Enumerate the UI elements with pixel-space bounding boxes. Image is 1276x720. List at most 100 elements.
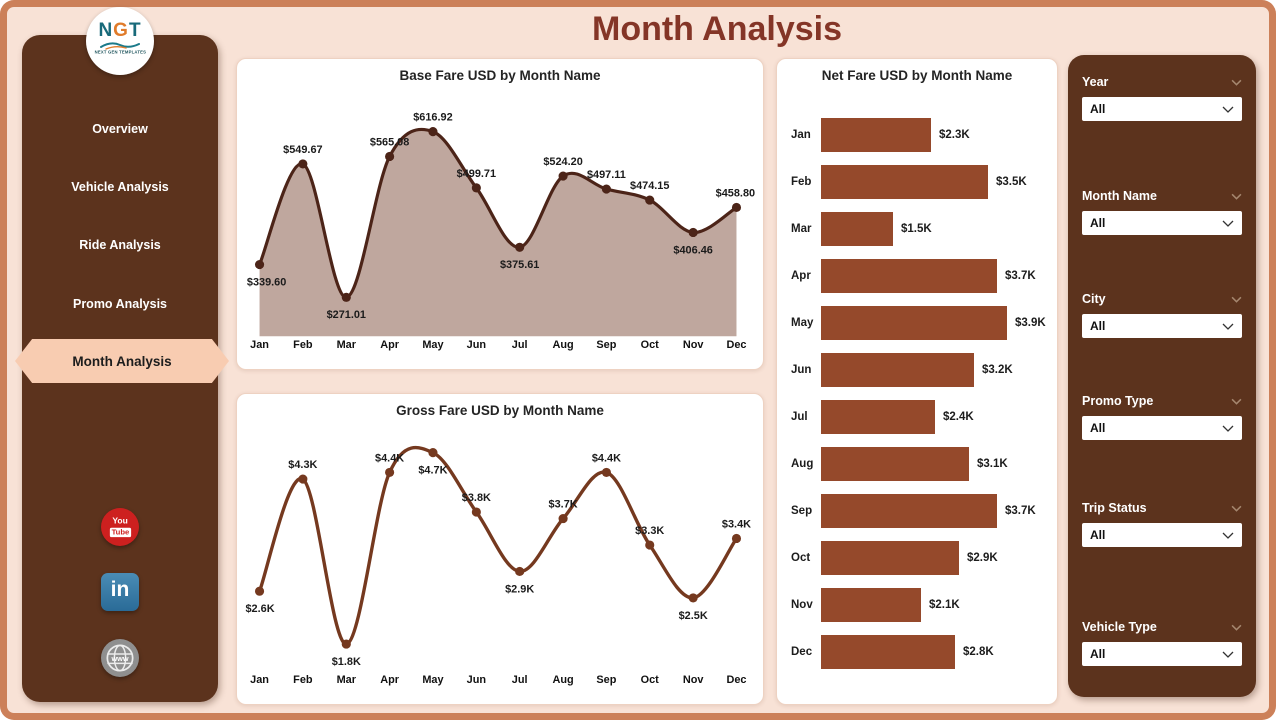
sidebar-item-month-analysis[interactable]: Month Analysis <box>15 339 229 383</box>
filter-promo-type-value: All <box>1090 421 1106 435</box>
bar[interactable] <box>821 212 893 246</box>
bar[interactable] <box>821 165 988 199</box>
linkedin-icon[interactable]: in <box>101 573 139 611</box>
sidebar-item-vehicle-analysis[interactable]: Vehicle Analysis <box>71 180 169 194</box>
data-point[interactable] <box>254 586 265 596</box>
axis-label: Jun <box>467 339 486 351</box>
chevron-down-icon <box>1222 106 1234 113</box>
bar-row: Jan $2.3K <box>791 118 1049 152</box>
data-point[interactable] <box>731 202 742 213</box>
value-label: $3.2K <box>982 364 1013 376</box>
value-label: $2.9K <box>967 552 998 564</box>
data-point[interactable] <box>601 467 611 477</box>
value-label: $1.5K <box>901 223 932 235</box>
data-point[interactable] <box>471 507 481 517</box>
chevron-down-icon[interactable] <box>1231 296 1242 303</box>
axis-label: Dec <box>726 339 746 351</box>
filter-vehicle-type: Vehicle Type All <box>1082 620 1242 666</box>
youtube-icon[interactable]: You Tube <box>101 508 139 546</box>
bar[interactable] <box>821 306 1007 340</box>
logo-letter: N <box>98 20 114 41</box>
data-point[interactable] <box>558 514 568 524</box>
data-point[interactable] <box>298 474 308 484</box>
bar-row: Dec $2.8K <box>791 635 1049 669</box>
data-point[interactable] <box>385 467 395 477</box>
filter-month-name-select[interactable]: All <box>1082 211 1242 235</box>
filter-city-label: City <box>1082 292 1106 306</box>
axis-label: Mar <box>337 339 357 351</box>
axis-label: Jul <box>512 674 528 686</box>
bar[interactable] <box>821 118 931 152</box>
sidebar-item-promo-analysis[interactable]: Promo Analysis <box>72 297 167 311</box>
linkedin-icon-text: in <box>110 578 130 601</box>
chevron-down-icon[interactable] <box>1231 624 1242 631</box>
data-point[interactable] <box>558 171 568 181</box>
value-label: $375.61 <box>500 259 539 271</box>
axis-label: Feb <box>293 339 313 351</box>
svg-text:www: www <box>110 654 128 663</box>
chevron-down-icon[interactable] <box>1231 79 1242 86</box>
data-point[interactable] <box>731 533 742 544</box>
value-label: $2.4K <box>943 411 974 423</box>
youtube-icon-text: You <box>112 516 128 526</box>
chevron-down-icon[interactable] <box>1231 193 1242 200</box>
filter-trip-status-value: All <box>1090 528 1106 542</box>
bar-row: Aug $3.1K <box>791 447 1049 481</box>
axis-label: Mar <box>791 223 812 235</box>
logo-letter: T <box>128 20 142 41</box>
axis-label: Jan <box>250 339 269 351</box>
filter-year-select[interactable]: All <box>1082 97 1242 121</box>
bar-row: Apr $3.7K <box>791 259 1049 293</box>
value-label: $549.67 <box>283 144 322 156</box>
bar-row: Jul $2.4K <box>791 400 1049 434</box>
bar[interactable] <box>821 588 921 622</box>
logo-wave-icon <box>100 42 140 50</box>
data-point[interactable] <box>645 195 655 205</box>
bar[interactable] <box>821 447 969 481</box>
data-point[interactable] <box>298 159 308 169</box>
data-point[interactable] <box>428 127 438 137</box>
data-point[interactable] <box>471 183 481 193</box>
data-point[interactable] <box>515 242 525 252</box>
filter-vehicle-type-select[interactable]: All <box>1082 642 1242 666</box>
data-point[interactable] <box>254 260 265 270</box>
filter-promo-type-label: Promo Type <box>1082 394 1154 408</box>
value-label: $3.3K <box>635 525 664 537</box>
bar[interactable] <box>821 635 955 669</box>
sidebar-item-ride-analysis[interactable]: Ride Analysis <box>79 238 161 252</box>
filter-city-select[interactable]: All <box>1082 314 1242 338</box>
bar-row: Sep $3.7K <box>791 494 1049 528</box>
data-point[interactable] <box>688 593 698 603</box>
data-point[interactable] <box>428 448 438 458</box>
filter-month-name-label: Month Name <box>1082 189 1157 203</box>
axis-label: Jun <box>791 364 812 376</box>
axis-label: Jul <box>791 411 808 423</box>
filter-trip-status-select[interactable]: All <box>1082 523 1242 547</box>
filter-promo-type-select[interactable]: All <box>1082 416 1242 440</box>
value-label: $4.4K <box>592 452 621 464</box>
bar-row: Nov $2.1K <box>791 588 1049 622</box>
bar[interactable] <box>821 494 997 528</box>
data-point[interactable] <box>688 227 698 238</box>
value-label: $3.1K <box>977 458 1008 470</box>
bar[interactable] <box>821 353 974 387</box>
data-point[interactable] <box>601 184 611 194</box>
data-point[interactable] <box>341 639 351 649</box>
value-label: $458.80 <box>716 188 755 200</box>
data-point[interactable] <box>515 566 525 577</box>
bar[interactable] <box>821 400 935 434</box>
chevron-down-icon[interactable] <box>1231 398 1242 405</box>
bar[interactable] <box>821 541 959 575</box>
data-point[interactable] <box>645 540 655 550</box>
website-globe-icon[interactable]: www <box>101 639 139 677</box>
data-point[interactable] <box>385 151 395 162</box>
data-point[interactable] <box>341 292 351 302</box>
sidebar-item-overview[interactable]: Overview <box>92 122 148 136</box>
bar[interactable] <box>821 259 997 293</box>
value-label: $3.8K <box>462 492 491 504</box>
axis-label: Apr <box>791 270 811 282</box>
axis-label: Nov <box>683 674 705 686</box>
value-label: $3.7K <box>1005 505 1036 517</box>
value-label: $2.5K <box>679 610 708 622</box>
chevron-down-icon[interactable] <box>1231 505 1242 512</box>
